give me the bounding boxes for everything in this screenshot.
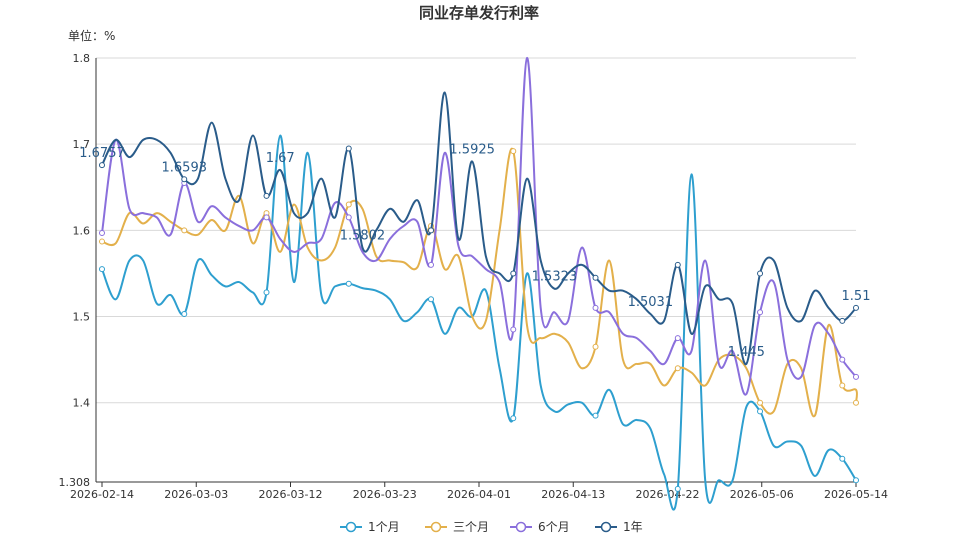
legend-label: 三个月 [453, 520, 489, 534]
data-label: 1.5323 [532, 270, 578, 285]
data-point [510, 326, 517, 333]
data-label: 1.67 [266, 151, 295, 166]
series-line [101, 147, 859, 418]
data-point [839, 455, 846, 462]
data-point [428, 261, 435, 268]
data-point [181, 176, 188, 183]
y-tick-label: 1.308 [59, 476, 91, 489]
data-point [345, 145, 352, 152]
data-label: 1.51 [842, 289, 871, 304]
y-tick-label: 1.4 [73, 397, 91, 410]
y-tick-label: 1.6 [73, 224, 91, 237]
data-point [853, 304, 859, 311]
x-tick-label: 2026-02-14 [70, 488, 134, 501]
data-point [428, 227, 435, 234]
series-1年 [99, 91, 859, 365]
data-point [592, 274, 599, 281]
x-tick-label: 2026-04-13 [541, 488, 605, 501]
data-point [674, 261, 681, 268]
data-point [181, 227, 188, 234]
legend[interactable]: 1个月 三个月 6个月 1年 [340, 520, 643, 534]
y-tick-label: 1.8 [73, 52, 91, 65]
x-tick-label: 2026-05-06 [730, 488, 794, 501]
data-point [99, 266, 105, 273]
data-point [853, 399, 859, 406]
data-point [345, 201, 352, 208]
series-line [101, 134, 857, 511]
axis-layer: 1.308 1.4 1.5 1.6 1.7 1.8 2026-02-14 2026-03-03… [59, 52, 888, 501]
data-point [757, 399, 764, 406]
legend-label: 6个月 [538, 520, 570, 534]
data-point [99, 238, 105, 245]
data-point [345, 280, 352, 287]
legend-swatch-marker [515, 521, 527, 533]
data-point [839, 382, 846, 389]
data-point [428, 296, 435, 303]
x-tick-label: 2026-03-03 [164, 488, 228, 501]
data-point [510, 148, 517, 155]
data-point [853, 373, 859, 380]
legend-swatch-marker [600, 521, 612, 533]
legend-item[interactable]: 1个月 [340, 520, 400, 534]
series-layer [99, 56, 859, 511]
data-point [757, 309, 764, 316]
x-tick-label: 2026-03-23 [353, 488, 417, 501]
data-point [592, 343, 599, 350]
y-tick-label: 1.5 [73, 311, 91, 324]
data-label: 1.5031 [628, 295, 674, 310]
data-point [853, 477, 859, 484]
data-point [839, 356, 846, 363]
data-point [674, 365, 681, 372]
legend-item[interactable]: 1年 [595, 520, 643, 534]
label-layer: 1.6757 1.6593 1.67 1.5802 1.5925 1.5323 1.5031… [79, 142, 870, 360]
data-point [674, 485, 681, 492]
data-point [263, 192, 270, 199]
data-point [757, 270, 764, 277]
legend-label: 1年 [623, 520, 643, 534]
data-point [510, 415, 517, 422]
data-point [99, 229, 105, 236]
data-point [263, 289, 270, 296]
x-tick-label: 2026-04-22 [636, 488, 700, 501]
data-point [345, 214, 352, 221]
legend-swatch-marker [345, 521, 357, 533]
x-tick-label: 2026-03-12 [259, 488, 323, 501]
legend-item[interactable]: 三个月 [425, 520, 489, 534]
series-1个月 [99, 134, 859, 511]
chart-title: 同业存单发行利率 [419, 4, 539, 22]
data-point [592, 304, 599, 311]
series-三个月 [99, 147, 859, 418]
series-line [101, 56, 857, 396]
x-tick-label: 2026-05-14 [824, 488, 888, 501]
data-point [839, 317, 846, 324]
legend-item[interactable]: 6个月 [510, 520, 570, 534]
data-label: 1.5802 [340, 229, 386, 244]
y-tick-label: 1.7 [73, 138, 91, 151]
series-6个月 [99, 56, 859, 396]
unit-label: 单位：% [68, 28, 115, 43]
data-point [510, 270, 517, 277]
data-label: 1.5925 [449, 142, 495, 157]
data-point [263, 214, 270, 221]
legend-label: 1个月 [368, 520, 400, 534]
data-point [99, 162, 105, 169]
series-line [101, 91, 857, 365]
x-tick-label: 2026-04-01 [447, 488, 511, 501]
data-label: 1.445 [728, 345, 765, 360]
data-point [757, 408, 764, 415]
data-label: 1.6593 [162, 160, 208, 175]
data-point [592, 412, 599, 419]
legend-swatch-marker [430, 521, 442, 533]
data-point [181, 310, 188, 317]
data-label: 1.6757 [79, 146, 125, 161]
data-point [674, 335, 681, 342]
